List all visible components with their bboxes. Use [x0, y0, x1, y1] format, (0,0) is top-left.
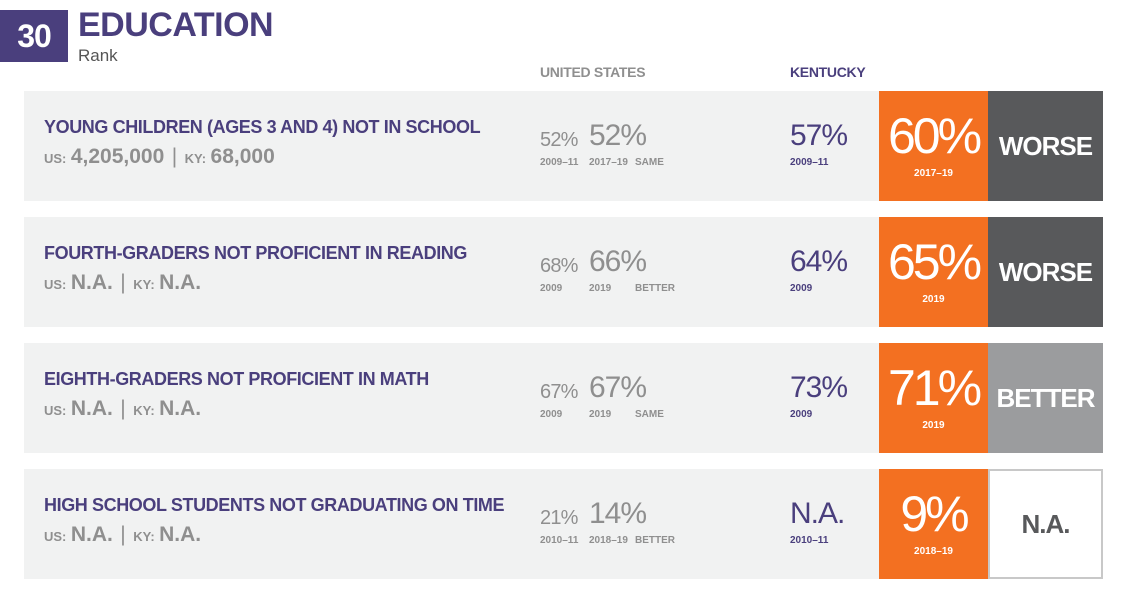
us-pop-label: US: [44, 151, 67, 166]
us-baseline-year: 2010–11 [540, 535, 579, 546]
column-header-ky: KENTUCKY [790, 64, 866, 80]
ky-baseline-value: 73% [790, 371, 848, 404]
indicator-label: HIGH SCHOOL STUDENTS NOT GRADUATING ON T… [44, 495, 505, 515]
us-baseline-value: 68% [540, 255, 578, 277]
state-current-value: 9% [900, 486, 969, 542]
population-line: US: N.A. | KY: N.A. [44, 397, 201, 421]
us-baseline-value: 21% [540, 507, 578, 529]
indicator-row: HIGH SCHOOL STUDENTS NOT GRADUATING ON T… [24, 469, 1103, 579]
indicator-row: FOURTH-GRADERS NOT PROFICIENT IN READING… [24, 217, 1103, 327]
us-baseline-year: 2009 [540, 283, 563, 294]
rank-badge: 30 [0, 10, 68, 62]
ky-pop-label: KY: [184, 151, 207, 166]
ky-pop-value: N.A. [159, 523, 202, 546]
ky-pop-value: 68,000 [210, 145, 275, 168]
us-pop-value: N.A. [70, 271, 113, 294]
ky-pop-label: KY: [133, 277, 155, 292]
state-current-box: 65% 2019 [879, 217, 988, 327]
comparison-label: N.A. [1021, 508, 1071, 539]
ky-baseline-year: 2009 [790, 409, 813, 420]
ky-baseline-value: 57% [790, 119, 848, 152]
state-current-year: 2017–19 [914, 168, 953, 179]
us-current-year: 2017–19 [589, 157, 628, 168]
indicator-row: EIGHTH-GRADERS NOT PROFICIENT IN MATH US… [24, 343, 1103, 453]
us-trend-label: SAME [635, 409, 664, 420]
us-current-value: 66% [589, 245, 647, 278]
us-current-value: 67% [589, 371, 647, 404]
state-current-year: 2019 [922, 294, 945, 305]
us-pop-value: N.A. [70, 397, 113, 420]
ky-pop-label: KY: [133, 529, 155, 544]
us-baseline-value: 67% [540, 381, 578, 403]
ky-baseline-year: 2010–11 [790, 535, 829, 546]
us-current-year: 2019 [589, 409, 612, 420]
comparison-badge: BETTER [988, 343, 1103, 453]
comparison-badge: WORSE [988, 91, 1103, 201]
ky-pop-label: KY: [133, 403, 155, 418]
comparison-badge: WORSE [988, 217, 1103, 327]
population-line: US: 4,205,000 | KY: 68,000 [44, 145, 275, 169]
pop-separator: | [120, 397, 126, 420]
state-current-value: 71% [887, 360, 982, 416]
state-current-value: 60% [887, 108, 982, 164]
us-pop-label: US: [44, 403, 67, 418]
comparison-badge: N.A. [988, 469, 1103, 579]
us-pop-label: US: [44, 529, 67, 544]
us-baseline-year: 2009–11 [540, 157, 579, 168]
us-trend-label: BETTER [635, 535, 675, 546]
ky-pop-value: N.A. [159, 271, 202, 294]
us-current-year: 2018–19 [589, 535, 628, 546]
ky-baseline-year: 2009 [790, 283, 813, 294]
us-trend-label: SAME [635, 157, 664, 168]
indicator-row: YOUNG CHILDREN (AGES 3 AND 4) NOT IN SCH… [24, 91, 1103, 201]
us-baseline-value: 52% [540, 129, 578, 151]
comparison-label: BETTER [996, 382, 1096, 413]
us-pop-value: 4,205,000 [70, 145, 165, 168]
us-current-year: 2019 [589, 283, 612, 294]
comparison-label: WORSE [998, 256, 1093, 287]
us-trend-label: BETTER [635, 283, 675, 294]
ky-pop-value: N.A. [159, 397, 202, 420]
page-subtitle: Rank [78, 46, 118, 65]
state-current-box: 71% 2019 [879, 343, 988, 453]
state-current-year: 2019 [922, 420, 945, 431]
ky-baseline-year: 2009–11 [790, 157, 829, 168]
column-header-us: UNITED STATES [540, 64, 646, 80]
indicator-label: FOURTH-GRADERS NOT PROFICIENT IN READING [44, 243, 467, 263]
population-line: US: N.A. | KY: N.A. [44, 271, 201, 295]
state-current-box: 9% 2018–19 [879, 469, 988, 579]
pop-separator: | [120, 523, 126, 546]
us-current-value: 52% [589, 119, 647, 152]
us-pop-value: N.A. [70, 523, 113, 546]
us-current-value: 14% [589, 497, 647, 530]
pop-separator: | [171, 145, 178, 168]
indicator-label: YOUNG CHILDREN (AGES 3 AND 4) NOT IN SCH… [44, 117, 481, 137]
ky-baseline-value: 64% [790, 245, 848, 278]
comparison-label: WORSE [998, 130, 1093, 161]
us-pop-label: US: [44, 277, 67, 292]
rank-number: 30 [17, 17, 52, 54]
page-title: EDUCATION [78, 6, 274, 44]
state-current-box: 60% 2017–19 [879, 91, 988, 201]
population-line: US: N.A. | KY: N.A. [44, 523, 201, 547]
ky-baseline-value: N.A. [790, 497, 845, 530]
state-current-value: 65% [887, 234, 982, 290]
pop-separator: | [120, 271, 126, 294]
state-current-year: 2018–19 [914, 546, 953, 557]
indicator-label: EIGHTH-GRADERS NOT PROFICIENT IN MATH [44, 369, 429, 389]
us-baseline-year: 2009 [540, 409, 563, 420]
